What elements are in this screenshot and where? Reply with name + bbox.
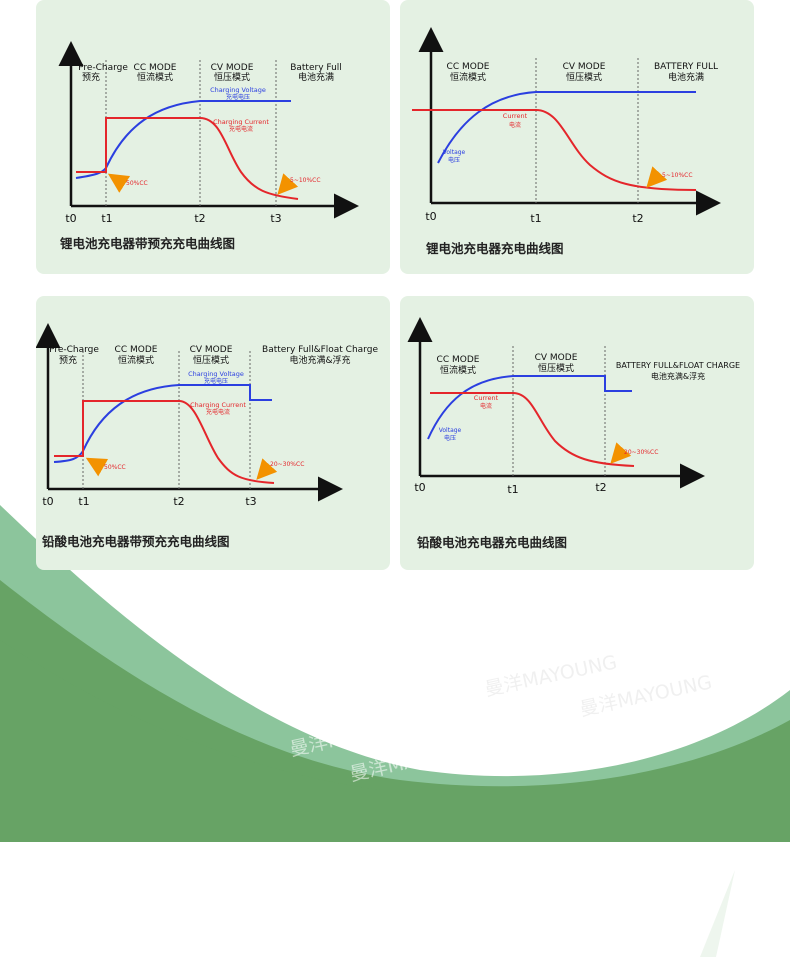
- tick-label: t2: [194, 212, 205, 225]
- charge-curve-diagram: Pre-Charge 预充 CC MODE 恒流模式 CV MODE 恒压模式 …: [58, 41, 359, 225]
- phase-label: 预充: [82, 71, 100, 83]
- tick-label: t1: [507, 483, 518, 496]
- diagram-card-pb-precharge: Pre-Charge 预充 CC MODE 恒流模式 CV MODE 恒压模式 …: [36, 296, 390, 570]
- charge-curve-diagram: Pre-Charge 预充 CC MODE 恒流模式 CV MODE 恒压模式 …: [36, 323, 378, 508]
- phase-label: 电池充满&浮充: [289, 354, 350, 366]
- charge-curve-diagram: CC MODE 恒流模式 CV MODE 恒压模式 BATTERY FULL 电…: [412, 27, 721, 225]
- tick-label: t3: [270, 212, 281, 225]
- phase-label: Pre-Charge: [49, 345, 99, 355]
- phase-label: 恒流模式: [450, 71, 486, 83]
- diagram-caption: 铅酸电池充电器充电曲线图: [417, 535, 568, 550]
- phase-label: 恒流模式: [118, 354, 154, 366]
- phase-label: Battery Full&Float Charge: [262, 345, 378, 355]
- tick-label: t0: [425, 210, 436, 223]
- annotation-arrow: [277, 173, 299, 195]
- phase-label: 电池充满&浮充: [651, 371, 705, 381]
- annotation-label: 50%CC: [104, 464, 126, 471]
- phase-label: 恒流模式: [137, 71, 173, 83]
- tick-label: t0: [42, 495, 53, 508]
- annotation-label: 50%CC: [126, 180, 148, 187]
- tick-label: t1: [78, 495, 89, 508]
- phase-label: CC MODE: [447, 62, 490, 72]
- diagram-card-li: CC MODE 恒流模式 CV MODE 恒压模式 BATTERY FULL 电…: [400, 0, 754, 274]
- phase-label: 恒压模式: [214, 71, 250, 83]
- voltage-curve: [427, 375, 632, 440]
- voltage-label: 电压: [448, 156, 460, 164]
- diagram-caption: 锂电池充电器带预充充电曲线图: [60, 236, 236, 251]
- phase-label: 电池充满: [298, 71, 334, 83]
- diagram-card-li-precharge: Pre-Charge 预充 CC MODE 恒流模式 CV MODE 恒压模式 …: [36, 0, 390, 274]
- diagram-caption: 铅酸电池充电器带预充充电曲线图: [42, 534, 230, 549]
- phase-label: CC MODE: [115, 345, 158, 355]
- annotation-arrow: [646, 166, 668, 188]
- current-label: 电流: [480, 402, 492, 410]
- current-label: Current: [474, 394, 499, 402]
- tick-label: t0: [414, 481, 425, 494]
- phase-label: CC MODE: [134, 63, 177, 73]
- voltage-label: 电压: [444, 434, 456, 442]
- voltage-label: Charging Voltage: [188, 370, 244, 378]
- wave-dark-lower: [0, 640, 380, 842]
- current-label: Charging Current: [213, 118, 269, 126]
- annotation-label: 20~30%CC: [270, 461, 304, 468]
- phase-label: 恒压模式: [193, 354, 229, 366]
- phase-label: CV MODE: [211, 63, 254, 73]
- voltage-curve: [437, 91, 696, 164]
- tick-label: t2: [173, 495, 184, 508]
- current-label: Current: [503, 112, 528, 120]
- tick-label: t0: [65, 212, 76, 225]
- voltage-label: 充电电压: [204, 377, 228, 385]
- diagram-card-pb: CC MODE 恒流模式 CV MODE 恒压模式 BATTERY FULL&F…: [400, 296, 754, 570]
- annotation-arrow: [610, 442, 632, 464]
- diagram-caption: 锂电池充电器充电曲线图: [426, 241, 564, 256]
- annotation-label: 20~30%CC: [624, 449, 658, 456]
- annotation-arrow: [107, 173, 131, 193]
- voltage-curve: [53, 384, 272, 463]
- voltage-label: 充电电压: [226, 93, 250, 101]
- phase-label: 恒压模式: [538, 362, 574, 374]
- current-label: 充电电流: [206, 408, 230, 416]
- tick-label: t3: [245, 495, 256, 508]
- phase-label: BATTERY FULL: [654, 62, 718, 72]
- phase-label: 恒流模式: [440, 364, 476, 376]
- tick-label: t1: [530, 212, 541, 225]
- phase-label: BATTERY FULL&FLOAT CHARGE: [616, 361, 740, 370]
- voltage-label: Voltage: [439, 427, 462, 434]
- tick-label: t2: [595, 481, 606, 494]
- current-curve: [430, 392, 635, 467]
- phase-label: CV MODE: [563, 62, 606, 72]
- current-curve: [76, 117, 299, 200]
- phase-label: 电池充满: [668, 71, 704, 83]
- annotation-arrow: [85, 457, 109, 477]
- phase-label: 预充: [59, 354, 77, 366]
- voltage-label: Charging Voltage: [210, 86, 266, 94]
- phase-label: Battery Full: [290, 63, 342, 73]
- voltage-label: Voltage: [443, 149, 466, 156]
- corner-streak: [700, 870, 735, 957]
- tick-label: t2: [632, 212, 643, 225]
- current-label: 电流: [509, 121, 521, 129]
- annotation-label: 5~10%CC: [662, 172, 693, 179]
- charge-curve-diagram: CC MODE 恒流模式 CV MODE 恒压模式 BATTERY FULL&F…: [407, 317, 740, 496]
- phase-label: 恒压模式: [566, 71, 602, 83]
- current-label: Charging Current: [190, 401, 246, 409]
- current-curve: [54, 400, 275, 484]
- voltage-curve: [75, 100, 291, 179]
- current-label: 充电电流: [229, 125, 253, 133]
- phase-label: Pre-Charge: [78, 63, 128, 73]
- phase-label: CC MODE: [437, 355, 480, 365]
- tick-label: t1: [101, 212, 112, 225]
- annotation-arrow: [256, 458, 278, 480]
- annotation-label: 5~10%CC: [290, 177, 321, 184]
- phase-label: CV MODE: [535, 353, 578, 363]
- phase-label: CV MODE: [190, 345, 233, 355]
